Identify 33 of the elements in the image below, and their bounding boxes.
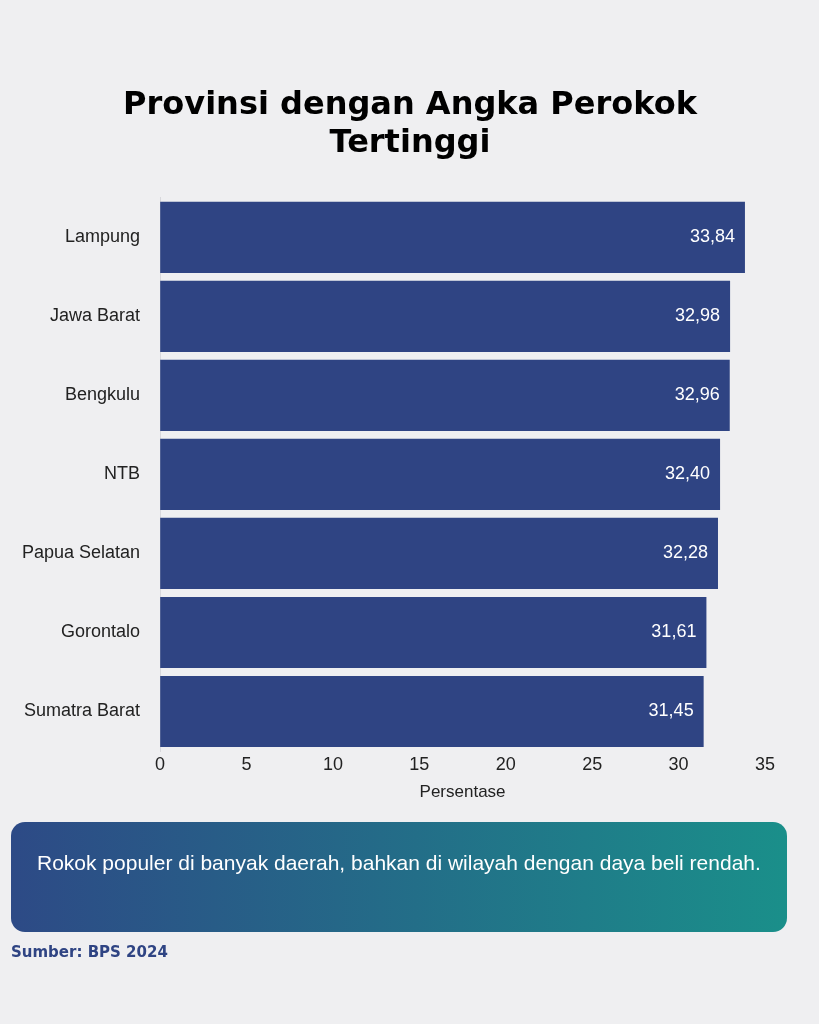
y-tick-label: Gorontalo [61, 621, 141, 642]
data-label: 32,28 [662, 542, 708, 563]
bar [160, 201, 745, 273]
x-tick-label: 20 [495, 753, 516, 774]
x-tick-label: 15 [409, 753, 430, 774]
x-tick-label: 35 [754, 753, 776, 774]
x-tick-label: 25 [582, 753, 603, 774]
chart-title: Provinsi dengan Angka Perokok Tertinggi [122, 84, 699, 160]
bar [160, 596, 707, 669]
bar [160, 438, 721, 510]
x-tick-label: 0 [155, 753, 166, 774]
x-tick-label: 30 [668, 753, 689, 774]
y-tick-label: Papua Selatan [21, 542, 141, 563]
y-tick-label: Bengkulu [65, 384, 141, 405]
y-tick-label: NTB [104, 463, 141, 484]
x-tick-label: 5 [241, 753, 252, 774]
data-label: 32,98 [675, 305, 721, 326]
x-axis-title: Persentase [419, 782, 506, 802]
x-tick-label: 10 [322, 753, 343, 774]
bar [160, 280, 731, 352]
bar [160, 517, 718, 589]
text: Sumber: BPS 2024 [11, 943, 168, 961]
y-tick-label: Jawa Barat [50, 305, 141, 326]
data-label: 31,45 [648, 700, 694, 721]
data-label: 32,40 [665, 463, 711, 484]
y-tick-label: Sumatra Barat [24, 700, 141, 721]
y-tick-label: Lampung [65, 226, 141, 247]
data-label: 32,96 [674, 384, 720, 405]
text: Rokok populer di banyak daerah, bahkan di wilayah dengan daya beli rendah. [11, 822, 787, 932]
data-label: 33,84 [689, 226, 735, 247]
data-label: 31,61 [651, 621, 697, 642]
bar [160, 359, 730, 431]
bar [160, 675, 704, 748]
